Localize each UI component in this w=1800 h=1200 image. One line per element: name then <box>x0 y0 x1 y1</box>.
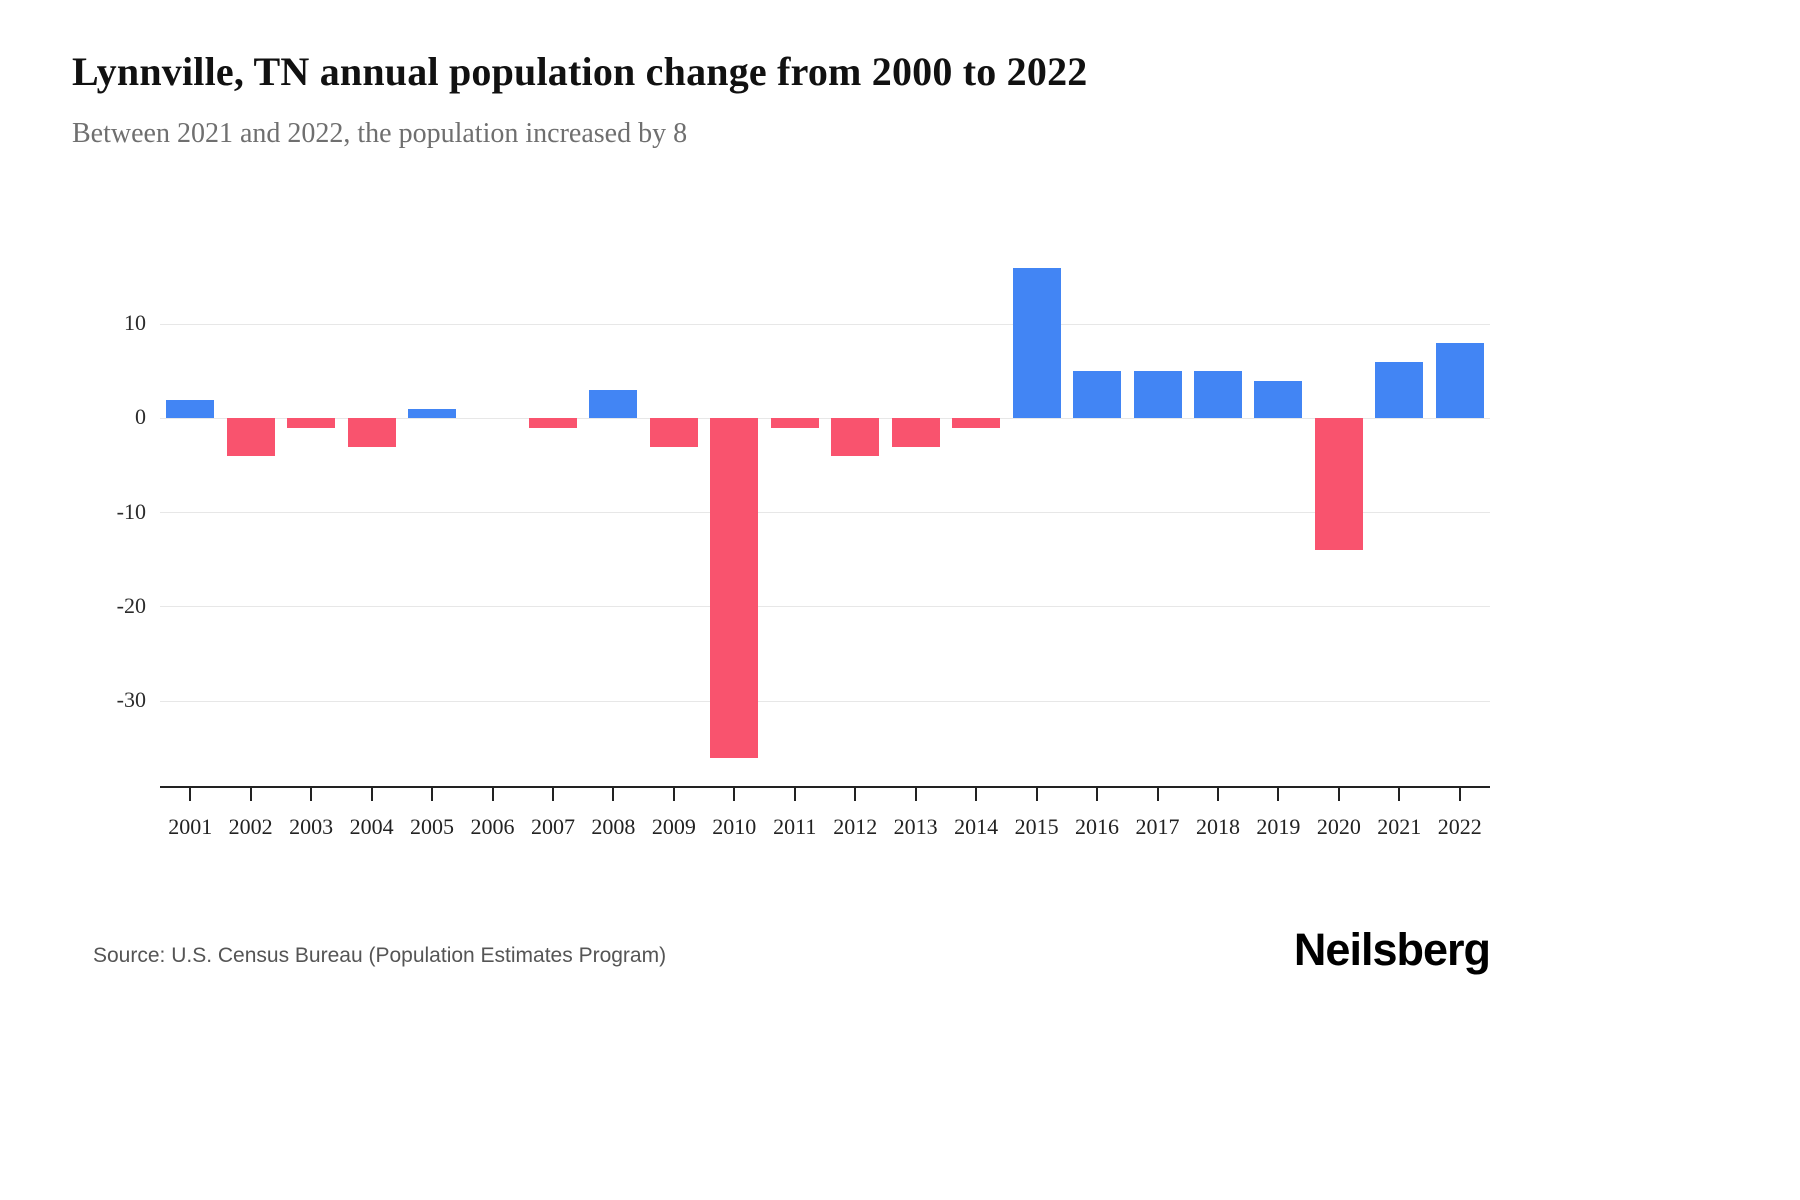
x-tick-label-2015: 2015 <box>1014 814 1059 839</box>
x-axis-tick <box>431 788 434 801</box>
bar-2018[interactable] <box>1193 371 1242 419</box>
x-axis-line <box>160 786 1490 788</box>
bar-2005[interactable] <box>408 409 457 419</box>
x-tick-label-2019: 2019 <box>1256 814 1301 839</box>
bar-2003[interactable] <box>287 418 336 428</box>
y-axis-tick-label: -10 <box>116 498 146 524</box>
bar-2015[interactable] <box>1012 267 1061 419</box>
y-gridline <box>160 700 1490 702</box>
x-tick-label-2005: 2005 <box>410 814 455 839</box>
x-tick-label-2020: 2020 <box>1316 814 1361 839</box>
x-tick-label-2017: 2017 <box>1135 814 1180 839</box>
x-axis-tick <box>1156 788 1159 801</box>
bar-2020[interactable] <box>1314 418 1363 551</box>
bar-2019[interactable] <box>1254 380 1303 419</box>
x-axis-tick <box>1277 788 1280 801</box>
x-tick-label-2006: 2006 <box>470 814 515 839</box>
x-tick-label-2008: 2008 <box>591 814 636 839</box>
bar-2017[interactable] <box>1133 371 1182 419</box>
x-tick-label-2022: 2022 <box>1437 814 1482 839</box>
neilsberg-logo: Neilsberg <box>1293 924 1491 975</box>
bar-2011[interactable] <box>770 418 819 428</box>
y-axis-tick-label: -20 <box>116 592 146 618</box>
bar-2012[interactable] <box>831 418 880 457</box>
x-tick-label-2001: 2001 <box>168 814 213 839</box>
x-axis-tick <box>793 788 796 801</box>
x-axis-tick <box>1337 788 1340 801</box>
x-axis-tick <box>914 788 917 801</box>
bar-2002[interactable] <box>226 418 275 457</box>
source-attribution: Source: U.S. Census Bureau (Population E… <box>93 944 667 967</box>
x-tick-label-2013: 2013 <box>893 814 938 839</box>
x-tick-label-2010: 2010 <box>712 814 757 839</box>
x-axis-tick <box>551 788 554 801</box>
x-axis-tick <box>733 788 736 801</box>
x-axis-tick <box>854 788 857 801</box>
x-axis-tick <box>612 788 615 801</box>
bar-2014[interactable] <box>952 418 1001 428</box>
y-gridline <box>160 512 1490 514</box>
x-axis-tick <box>189 788 192 801</box>
x-tick-label-2012: 2012 <box>833 814 878 839</box>
y-gridline <box>160 323 1490 325</box>
y-axis-tick-label: -30 <box>116 687 146 713</box>
bar-2008[interactable] <box>589 390 638 419</box>
x-axis-tick <box>1398 788 1401 801</box>
y-gridline <box>160 606 1490 608</box>
bar-2013[interactable] <box>891 418 940 447</box>
y-axis-tick-label: 0 <box>135 404 146 430</box>
bar-2004[interactable] <box>347 418 396 447</box>
x-axis-tick <box>1458 788 1461 801</box>
x-tick-label-2007: 2007 <box>530 814 575 839</box>
x-axis-tick <box>975 788 978 801</box>
x-axis-tick <box>672 788 675 801</box>
bar-2009[interactable] <box>649 418 698 447</box>
bar-2022[interactable] <box>1435 343 1484 419</box>
x-tick-label-2002: 2002 <box>228 814 273 839</box>
bar-2021[interactable] <box>1375 361 1424 419</box>
x-tick-label-2009: 2009 <box>651 814 696 839</box>
bar-2007[interactable] <box>528 418 577 428</box>
bar-2016[interactable] <box>1073 371 1122 419</box>
x-axis-tick <box>1216 788 1219 801</box>
page-title: Lynnville, TN annual population change f… <box>72 49 1088 94</box>
x-axis-tick <box>370 788 373 801</box>
x-tick-label-2004: 2004 <box>349 814 394 839</box>
x-tick-label-2018: 2018 <box>1195 814 1240 839</box>
x-axis-tick <box>1035 788 1038 801</box>
bar-2001[interactable] <box>166 399 215 419</box>
bar-2010[interactable] <box>710 418 759 758</box>
y-axis-tick-label: 10 <box>124 310 146 336</box>
x-tick-label-2021: 2021 <box>1377 814 1422 839</box>
x-axis-tick <box>310 788 313 801</box>
x-tick-label-2014: 2014 <box>954 814 999 839</box>
x-tick-label-2003: 2003 <box>289 814 334 839</box>
chart-subtitle: Between 2021 and 2022, the population in… <box>72 118 688 149</box>
x-tick-label-2016: 2016 <box>1075 814 1120 839</box>
x-tick-label-2011: 2011 <box>773 814 817 839</box>
x-axis-tick <box>249 788 252 801</box>
x-axis-tick <box>1096 788 1099 801</box>
x-axis-tick <box>491 788 494 801</box>
y-gridline <box>160 417 1490 419</box>
